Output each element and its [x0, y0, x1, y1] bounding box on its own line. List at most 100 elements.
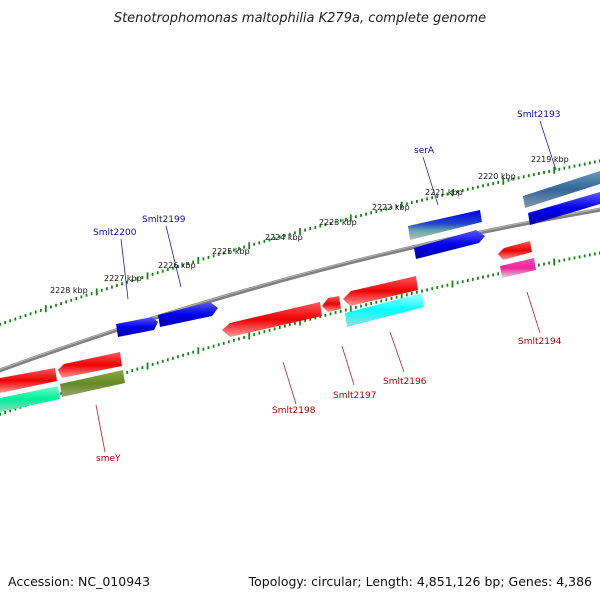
gene-label-smlt2197[interactable]: Smlt2197 — [333, 391, 376, 401]
minor-tick — [334, 220, 337, 224]
minor-tick — [161, 359, 164, 363]
minor-tick — [268, 328, 271, 332]
minor-tick — [477, 276, 479, 280]
major-tick — [197, 256, 200, 264]
minor-tick — [0, 412, 1, 416]
minor-tick — [278, 235, 281, 239]
minor-tick — [492, 273, 495, 277]
minor-tick — [151, 272, 154, 276]
gene-red-left-edge[interactable] — [0, 368, 57, 393]
minor-tick — [548, 169, 550, 173]
gene-red-right[interactable] — [498, 241, 532, 260]
scale-label: 2227 kbp — [104, 274, 142, 283]
gene-smlt2196[interactable] — [345, 293, 424, 327]
major-tick — [299, 228, 301, 235]
minor-tick — [482, 184, 484, 188]
gene-sera[interactable] — [408, 210, 482, 240]
major-tick — [553, 258, 556, 266]
gene-smlt2199[interactable] — [158, 302, 218, 327]
minor-tick — [207, 255, 210, 259]
minor-tick — [588, 161, 591, 165]
major-tick — [349, 214, 352, 222]
minor-tick — [288, 323, 291, 327]
minor-tick — [9, 319, 12, 323]
gene-smlt2196-red[interactable] — [343, 276, 418, 306]
minor-tick — [314, 316, 317, 320]
minor-tick — [543, 262, 545, 266]
minor-tick — [126, 280, 129, 284]
minor-tick — [441, 284, 444, 288]
minor-tick — [136, 277, 139, 281]
gene-label-smlt2193[interactable]: Smlt2193 — [517, 110, 560, 120]
gene-smlt2198[interactable] — [222, 302, 322, 337]
minor-tick — [355, 215, 357, 219]
minor-tick — [395, 204, 398, 208]
map-title: Stenotrophomonas maltophilia K279a, comp… — [114, 11, 486, 26]
gene-label-smlt2200[interactable]: Smlt2200 — [93, 228, 137, 238]
gene-smlt2197[interactable] — [322, 296, 341, 312]
leader-line — [120, 238, 129, 300]
minor-tick — [222, 341, 225, 345]
gene-red-left[interactable] — [58, 352, 122, 378]
minor-tick — [365, 212, 367, 216]
minor-tick — [217, 343, 220, 347]
minor-tick — [487, 274, 489, 278]
minor-tick — [253, 333, 256, 337]
gene-smlt2193[interactable] — [523, 171, 600, 208]
minor-tick — [568, 165, 571, 169]
minor-tick — [187, 352, 190, 356]
gene-smey[interactable] — [60, 370, 125, 397]
gene-smlt2194[interactable] — [500, 258, 536, 278]
minor-tick — [131, 279, 134, 283]
gene-forward-blue[interactable] — [414, 230, 485, 259]
minor-tick — [421, 198, 423, 202]
minor-tick — [436, 195, 439, 198]
minor-tick — [4, 321, 7, 324]
minor-tick — [233, 248, 235, 252]
minor-tick — [141, 276, 144, 279]
minor-tick — [517, 176, 520, 180]
minor-tick — [593, 252, 596, 256]
minor-tick — [258, 331, 261, 335]
minor-tick — [319, 315, 322, 319]
minor-tick — [380, 208, 383, 212]
minor-tick — [410, 292, 413, 295]
gene-label-smlt2199[interactable]: Smlt2199 — [142, 215, 186, 225]
minor-tick — [461, 280, 464, 284]
minor-tick — [294, 321, 296, 325]
gene-label-smey[interactable]: smeY — [96, 454, 121, 464]
minor-tick — [85, 293, 88, 297]
gene-label-smlt2194[interactable]: Smlt2194 — [518, 337, 562, 347]
minor-tick — [263, 239, 266, 243]
scale-label: 2225 kbp — [212, 247, 250, 256]
minor-tick — [227, 250, 230, 253]
gene-smlt2200[interactable] — [116, 317, 158, 337]
major-tick — [95, 288, 98, 296]
minor-tick — [268, 238, 271, 242]
minor-tick — [558, 259, 561, 263]
leader-line — [539, 120, 557, 171]
minor-tick — [80, 295, 83, 299]
minor-tick — [182, 353, 184, 357]
minor-tick — [370, 302, 373, 305]
major-tick — [553, 166, 556, 174]
minor-tick — [588, 253, 591, 257]
minor-tick — [426, 197, 428, 201]
scale-label: 2222 kbp — [372, 203, 410, 212]
minor-tick — [471, 186, 474, 190]
gene-label-smlt2198[interactable]: Smlt2198 — [272, 406, 316, 416]
major-tick — [299, 318, 301, 326]
minor-tick — [4, 411, 7, 414]
gene-seagreen[interactable] — [0, 386, 60, 412]
gene-label-smlt2196[interactable]: Smlt2196 — [383, 377, 427, 387]
minor-tick — [487, 183, 489, 187]
minor-tick — [538, 172, 540, 175]
gene-forward-blue-right[interactable] — [528, 192, 600, 225]
minor-tick — [466, 279, 469, 282]
minor-tick — [441, 193, 444, 197]
minor-tick — [172, 356, 174, 360]
minor-tick — [416, 199, 418, 203]
minor-tick — [121, 282, 123, 286]
gene-label-sera[interactable]: serA — [414, 146, 435, 156]
minor-tick — [288, 232, 291, 236]
